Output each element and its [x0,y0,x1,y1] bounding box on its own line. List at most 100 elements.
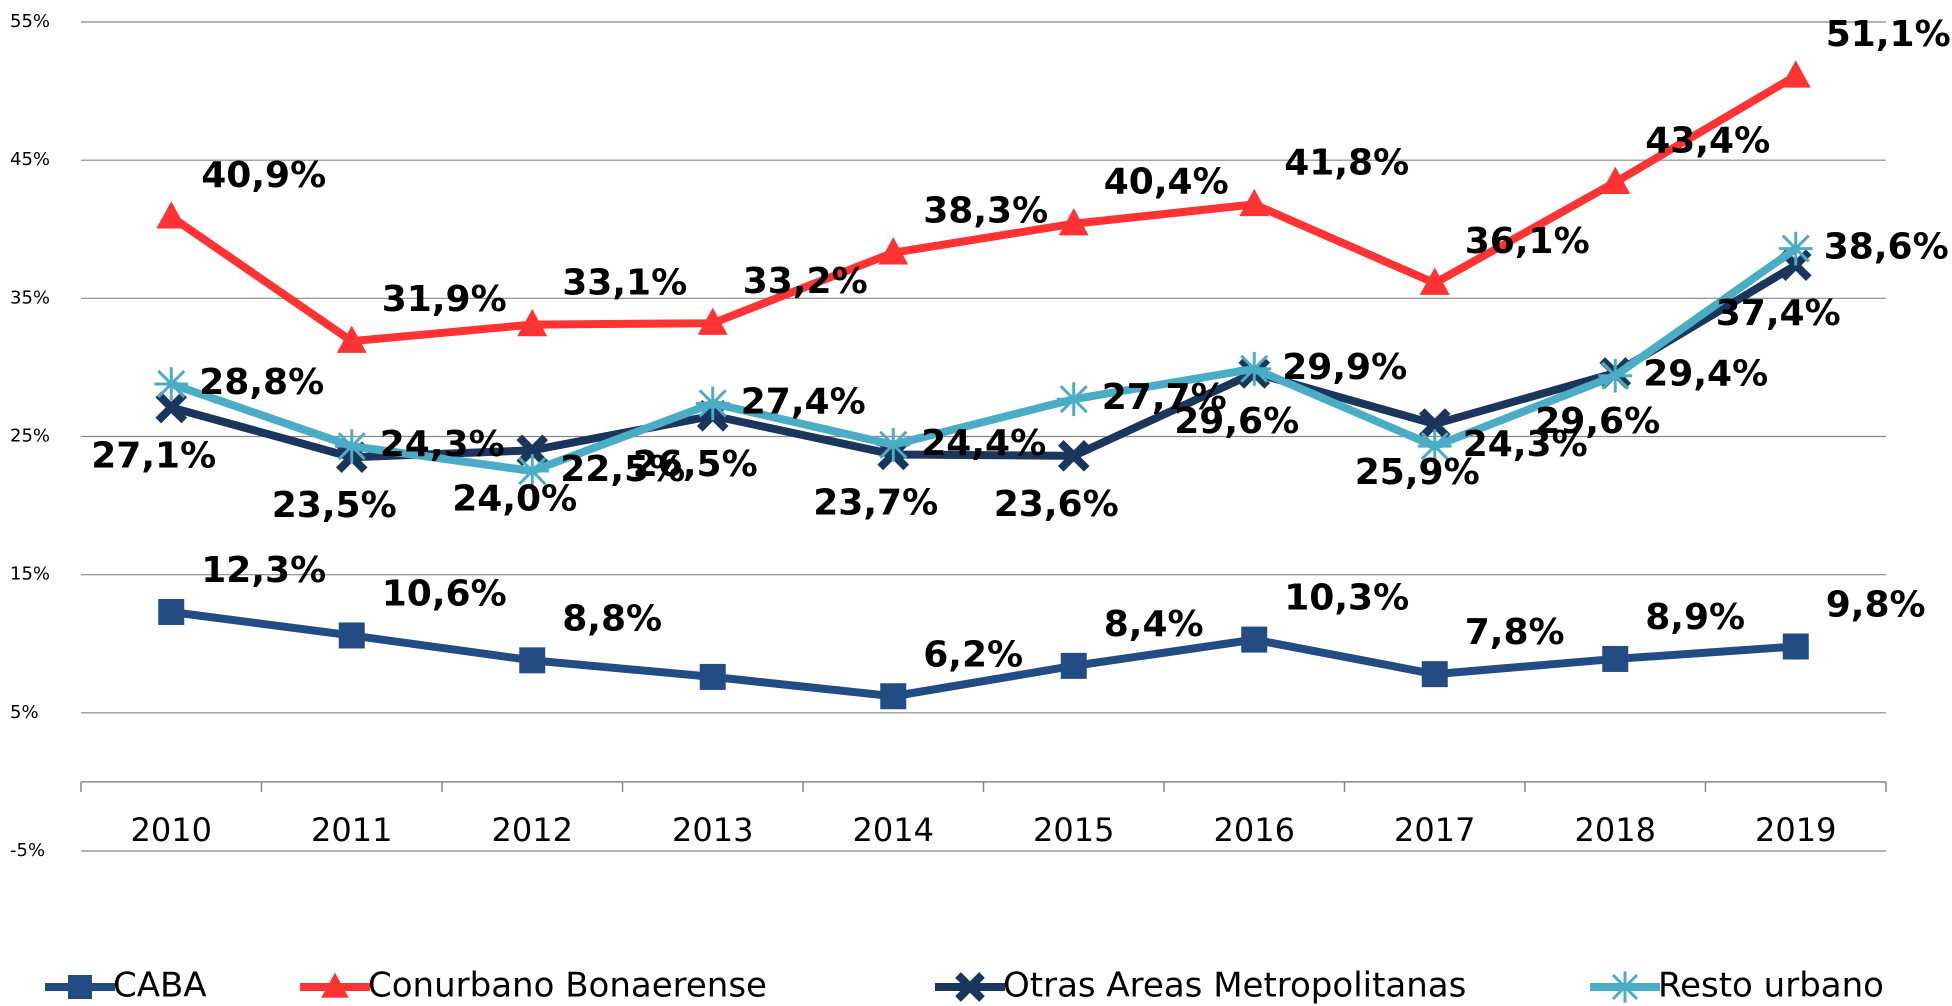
legend-item: Resto urbano [1590,966,1884,1006]
marker [336,325,367,353]
marker [1780,60,1811,88]
data-label: 40,4% [1104,162,1229,203]
data-label: 37,4% [1716,293,1841,334]
marker [154,367,189,401]
data-label: 29,4% [1643,354,1768,395]
marker [517,308,548,337]
marker [1602,645,1629,672]
legend-item: CABA [45,966,207,1006]
marker [1239,188,1270,217]
marker [1056,382,1091,417]
data-label: 8,9% [1645,597,1745,638]
x-tick-label: 2012 [492,811,573,849]
data-label: 27,4% [741,381,866,422]
y-tick-label: 15% [10,564,50,585]
x-tick-label: 2018 [1575,811,1656,849]
data-label: 38,3% [923,191,1048,232]
marker [338,622,365,649]
data-label: 9,8% [1826,585,1926,626]
x-tick-label: 2017 [1394,811,1475,849]
y-tick-label: 5% [10,702,39,723]
data-label: 43,4% [1645,120,1770,161]
marker [321,972,349,998]
data-label: 28,8% [199,362,324,403]
marker [516,434,549,467]
data-label: 24,3% [1463,424,1588,465]
x-tick-label: 2013 [672,811,753,849]
series [156,60,1811,353]
marker [1778,231,1813,266]
data-label: 10,3% [1284,578,1409,619]
data-label: 23,5% [272,485,397,526]
series [154,231,1813,488]
data-label: 25,9% [1355,452,1480,493]
data-label: 27,7% [1102,377,1227,418]
data-label: 24,0% [452,478,577,519]
data-label: 24,4% [921,423,1046,464]
x-tick-label: 2010 [131,811,212,849]
data-label: 26,5% [633,444,758,485]
marker [158,598,185,625]
marker [1418,408,1451,440]
legend-label: Conurbano Bonaerense [368,966,767,1006]
marker [876,427,911,462]
y-tick-label: 45% [10,149,50,170]
data-label: 33,1% [562,263,687,304]
legend-item: Conurbano Bonaerense [300,966,767,1006]
marker [1421,661,1448,688]
marker [699,663,726,690]
marker [1419,267,1450,295]
data-label: 41,8% [1284,142,1409,183]
data-label: 8,8% [562,598,662,639]
marker [515,454,550,488]
marker [955,972,985,1002]
data-label: 8,4% [1104,604,1204,645]
data-label: 36,1% [1465,221,1590,262]
marker [695,386,730,421]
x-tick-label: 2015 [1033,811,1114,849]
marker [334,429,369,464]
data-label: 24,3% [380,424,505,465]
marker [1241,626,1268,653]
line [168,72,1798,346]
marker [1237,351,1272,386]
marker [519,647,546,674]
marker [1057,440,1090,472]
marker [156,201,187,229]
marker [1600,166,1631,194]
legend-item: Otras Areas Metropolitanas [935,966,1466,1006]
data-label: 33,2% [743,261,868,302]
data-label: 22,5% [560,449,685,490]
marker [1060,652,1087,679]
x-tick-label: 2016 [1214,811,1295,849]
data-label: 29,9% [1282,347,1407,388]
legend-label: CABA [113,966,207,1006]
x-tick-label: 2014 [853,811,934,849]
y-tick-label: 25% [10,426,50,447]
marker [1782,633,1809,660]
data-label: 38,6% [1824,227,1949,268]
series [158,598,1809,710]
data-label: 7,8% [1465,612,1565,653]
data-label: 23,7% [813,482,938,523]
marker [1417,429,1452,464]
data-label: 51,1% [1826,14,1951,55]
data-label: 6,2% [923,634,1023,675]
y-tick-label: -5% [10,840,45,861]
line [169,245,1799,476]
data-label: 23,6% [994,484,1119,525]
legend-label: Otras Areas Metropolitanas [1003,966,1466,1006]
marker [697,307,728,335]
y-tick-label: 35% [10,287,50,308]
marker [880,683,907,710]
data-label: 29,6% [1535,401,1660,442]
line [170,608,1797,701]
data-label: 10,6% [382,573,507,614]
line [170,261,1798,462]
marker [155,391,188,424]
marker [878,237,909,265]
marker [1598,358,1633,393]
data-label: 29,6% [1174,401,1299,442]
data-label: 12,3% [201,550,326,591]
marker [68,975,92,999]
